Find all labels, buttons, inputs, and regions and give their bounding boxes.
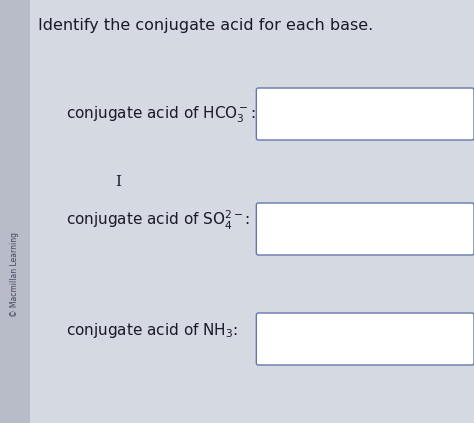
Text: Identify the conjugate acid for each base.: Identify the conjugate acid for each bas… [38,18,373,33]
FancyBboxPatch shape [256,313,474,365]
Text: conjugate acid of $\mathrm{HCO_3^-}$:: conjugate acid of $\mathrm{HCO_3^-}$: [66,105,256,125]
Text: I: I [116,175,121,189]
Bar [0,0,30,423]
Text: conjugate acid of $\mathrm{SO_4^{2-}}$:: conjugate acid of $\mathrm{SO_4^{2-}}$: [66,209,250,232]
Text: conjugate acid of $\mathrm{NH_3}$:: conjugate acid of $\mathrm{NH_3}$: [66,321,238,340]
Text: © Macmillan Learning: © Macmillan Learning [10,233,19,317]
FancyBboxPatch shape [256,203,474,255]
FancyBboxPatch shape [256,88,474,140]
